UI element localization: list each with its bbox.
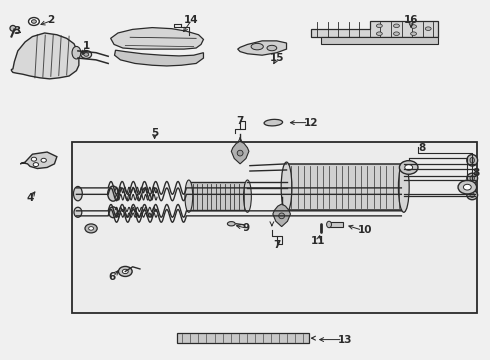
Polygon shape: [321, 37, 438, 44]
Ellipse shape: [411, 25, 416, 28]
Ellipse shape: [89, 226, 94, 230]
Ellipse shape: [467, 190, 478, 200]
Ellipse shape: [185, 180, 193, 212]
Polygon shape: [238, 41, 287, 55]
Ellipse shape: [470, 193, 474, 197]
Ellipse shape: [464, 184, 471, 190]
Text: 8: 8: [418, 143, 426, 153]
Polygon shape: [287, 164, 404, 211]
Ellipse shape: [119, 266, 132, 276]
Ellipse shape: [376, 32, 382, 36]
Text: 12: 12: [304, 118, 318, 128]
Polygon shape: [11, 33, 79, 79]
Ellipse shape: [122, 269, 128, 274]
Text: 14: 14: [184, 15, 198, 26]
Text: 15: 15: [270, 53, 284, 63]
Ellipse shape: [376, 24, 382, 28]
Ellipse shape: [251, 43, 263, 50]
Text: 5: 5: [151, 129, 158, 138]
Ellipse shape: [227, 222, 235, 226]
Polygon shape: [273, 204, 291, 226]
Bar: [329, 222, 343, 227]
Ellipse shape: [393, 32, 399, 36]
Ellipse shape: [327, 221, 331, 228]
Ellipse shape: [10, 26, 16, 31]
Ellipse shape: [109, 207, 118, 218]
Ellipse shape: [467, 173, 478, 183]
Ellipse shape: [74, 207, 82, 217]
Polygon shape: [189, 182, 247, 211]
Ellipse shape: [393, 24, 399, 28]
Text: 3: 3: [13, 26, 20, 36]
Bar: [176, 333, 309, 343]
Text: 7: 7: [237, 116, 244, 126]
Ellipse shape: [28, 18, 39, 26]
Text: 16: 16: [404, 15, 418, 26]
Ellipse shape: [470, 176, 474, 181]
Text: 6: 6: [108, 272, 116, 282]
Text: 10: 10: [357, 225, 372, 235]
Polygon shape: [111, 28, 203, 49]
Text: 13: 13: [338, 334, 352, 345]
Ellipse shape: [244, 180, 251, 212]
Ellipse shape: [411, 32, 416, 36]
Ellipse shape: [458, 180, 477, 194]
Text: 9: 9: [243, 224, 250, 233]
Polygon shape: [231, 141, 249, 164]
Polygon shape: [311, 22, 438, 37]
Text: 2: 2: [47, 15, 54, 26]
Ellipse shape: [31, 20, 36, 23]
Text: 4: 4: [26, 193, 34, 203]
Ellipse shape: [405, 165, 413, 170]
Ellipse shape: [108, 186, 119, 201]
Ellipse shape: [33, 163, 39, 167]
Text: 7: 7: [273, 239, 280, 249]
Polygon shape: [20, 152, 57, 168]
Ellipse shape: [41, 158, 47, 162]
Ellipse shape: [279, 213, 285, 219]
Ellipse shape: [399, 161, 418, 174]
Ellipse shape: [72, 46, 81, 59]
Ellipse shape: [467, 154, 478, 166]
Text: 1: 1: [83, 41, 90, 50]
Ellipse shape: [85, 224, 97, 233]
Ellipse shape: [281, 162, 292, 212]
Ellipse shape: [470, 157, 474, 163]
Polygon shape: [115, 50, 203, 66]
Ellipse shape: [237, 150, 243, 156]
Ellipse shape: [74, 186, 82, 201]
Ellipse shape: [84, 53, 89, 56]
Ellipse shape: [264, 120, 283, 126]
Text: 11: 11: [311, 236, 325, 246]
Ellipse shape: [81, 50, 92, 58]
Text: 8: 8: [472, 168, 479, 178]
Ellipse shape: [398, 162, 409, 212]
Ellipse shape: [425, 27, 431, 31]
Bar: [72, 142, 477, 313]
Ellipse shape: [31, 157, 37, 161]
Ellipse shape: [267, 45, 277, 51]
